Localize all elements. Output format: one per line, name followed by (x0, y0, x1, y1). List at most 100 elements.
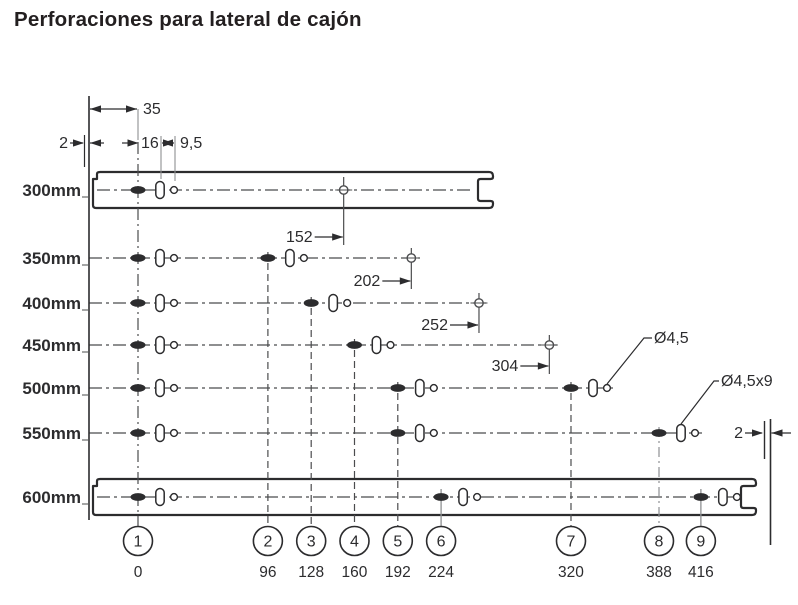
mount-hole-oval (130, 429, 146, 437)
round-hole (299, 253, 308, 263)
position-mm-value: 224 (428, 564, 454, 581)
dim-95-label: 9,5 (180, 135, 202, 152)
round-hole (690, 428, 700, 438)
mount-hole-oval (130, 299, 146, 307)
round-hole (169, 298, 179, 308)
round-hole (169, 185, 179, 195)
slot-hole (155, 378, 165, 398)
position-number-bubble (339, 525, 370, 557)
position-number-bubble (295, 525, 327, 557)
mount-hole-oval (260, 254, 276, 262)
slot-hole (588, 378, 598, 398)
mount-hole-oval (303, 299, 319, 307)
dim-length-arrow (399, 277, 411, 285)
position-number: 5 (393, 534, 402, 551)
dim-length-arrow (467, 321, 479, 329)
dim-length-label: 304 (492, 358, 519, 375)
mount-hole-oval (563, 384, 579, 392)
dim-length-label: 202 (354, 273, 381, 290)
row-label: 500mm (22, 379, 81, 398)
round-hole (732, 492, 741, 502)
position-number: 6 (437, 534, 446, 551)
round-hole (429, 428, 438, 438)
position-mm-value: 96 (259, 564, 276, 581)
round-hole (386, 340, 395, 350)
position-number-bubble (382, 525, 414, 557)
dim-length-arrow (332, 233, 344, 241)
mount-hole-oval (390, 384, 406, 392)
rail-profile (91, 477, 758, 517)
page-title: Perforaciones para lateral de cajón (14, 8, 362, 31)
slot-hole (414, 378, 425, 398)
position-number-bubble (425, 525, 457, 557)
mount-hole-oval (390, 429, 406, 437)
slot-hole (458, 487, 469, 507)
position-number: 3 (307, 534, 316, 551)
position-mm-value: 0 (134, 564, 143, 581)
row-label: 400mm (22, 294, 81, 313)
round-hole (169, 428, 179, 438)
mount-hole-oval (693, 493, 709, 501)
slot-hole (155, 248, 165, 268)
slot-hole (155, 180, 165, 200)
dim-right-2-arrow (752, 429, 763, 437)
mount-hole-oval (130, 341, 146, 349)
slot-hole (717, 487, 728, 507)
position-number-bubble (122, 525, 154, 557)
position-number: 4 (350, 534, 359, 551)
position-mm-value: 128 (298, 564, 324, 581)
dim-35-label: 35 (143, 101, 161, 118)
slot-hole (414, 423, 425, 443)
round-hole (169, 340, 179, 350)
dim-length-arrow (537, 362, 549, 370)
slot-hole (371, 335, 382, 355)
round-hole (343, 298, 352, 308)
leader-line-slot (680, 380, 719, 425)
slot-hole (284, 248, 295, 268)
dim-35-arrow-right (126, 105, 137, 113)
mount-hole-oval (130, 254, 146, 262)
slot-hole (676, 423, 686, 443)
position-number-bubble (555, 525, 587, 557)
slot-hole-size-label: Ø4,5x9 (721, 373, 773, 390)
row-label: 350mm (22, 249, 81, 268)
position-number: 9 (696, 534, 705, 551)
mount-hole-oval (346, 341, 362, 349)
position-number: 8 (655, 534, 664, 551)
dim-16-label: 16 (141, 135, 159, 152)
position-mm-value: 192 (385, 564, 411, 581)
slot-hole (155, 423, 165, 443)
row-label: 550mm (22, 424, 81, 443)
slot-hole (328, 293, 339, 313)
position-number: 1 (134, 534, 143, 551)
slot-hole (155, 487, 165, 507)
round-hole (169, 253, 179, 263)
dim-2-arrow (73, 139, 84, 147)
position-number-bubble (685, 525, 717, 557)
dim-right-2-label: 2 (734, 425, 743, 442)
row-label: 300mm (22, 181, 81, 200)
mount-hole-oval (130, 186, 146, 194)
leader-line-round (606, 337, 652, 385)
position-mm-value: 388 (646, 564, 672, 581)
position-number-bubble (643, 525, 675, 557)
mount-hole-oval (130, 493, 146, 501)
position-mm-value: 320 (558, 564, 584, 581)
round-hole (602, 383, 612, 393)
position-number: 2 (263, 534, 272, 551)
position-mm-value: 160 (342, 564, 368, 581)
dim-2-label: 2 (59, 135, 68, 152)
mount-hole-oval (433, 493, 449, 501)
slot-hole (155, 335, 165, 355)
mount-hole-oval (651, 429, 667, 437)
mount-hole-oval (130, 384, 146, 392)
dim-length-label: 152 (286, 229, 313, 246)
dim-35-arrow-left (90, 105, 101, 113)
slot-hole (155, 293, 165, 313)
row-label: 600mm (22, 488, 81, 507)
round-hole (429, 383, 438, 393)
position-number: 7 (567, 534, 576, 551)
position-number-bubble (252, 525, 284, 557)
